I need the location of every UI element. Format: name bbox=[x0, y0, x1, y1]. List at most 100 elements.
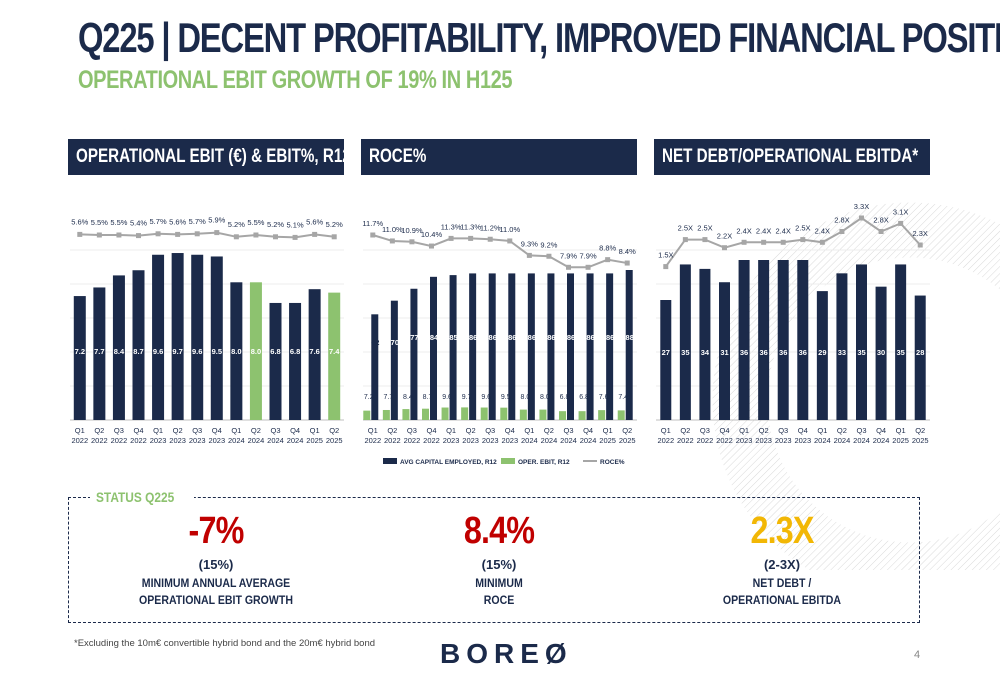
chart-3-title: NET DEBT/OPERATIONAL EBITDA* bbox=[654, 139, 930, 175]
netdebt-x-tick-year: 2024 bbox=[834, 436, 851, 445]
capital-employed-bar bbox=[567, 273, 574, 420]
oper-ebit-label: 6.8 bbox=[579, 394, 589, 401]
ebit-margin-point-label: 5.6% bbox=[71, 217, 88, 226]
oper-ebit-bar bbox=[519, 409, 527, 420]
net-debt-bar bbox=[719, 282, 730, 420]
status-label: STATUS Q225 bbox=[90, 489, 195, 505]
net-debt-label: 31 bbox=[720, 348, 728, 357]
capital-employed-bar bbox=[410, 288, 418, 420]
ebit-x-tick-quarter: Q3 bbox=[270, 426, 280, 435]
oper-ebit-bar bbox=[559, 411, 566, 420]
ebit-bar bbox=[308, 289, 321, 420]
roce-x-tick-quarter: Q1 bbox=[368, 426, 378, 435]
oper-ebit-label: 7.6 bbox=[599, 394, 609, 401]
roce-x-tick-quarter: Q3 bbox=[485, 426, 495, 435]
leverage-point bbox=[878, 229, 884, 234]
capital-employed-bar bbox=[547, 273, 555, 420]
oper-ebit-bar bbox=[461, 407, 469, 420]
net-debt-bar bbox=[875, 286, 887, 420]
net-debt-bar bbox=[777, 260, 789, 420]
ebit-margin-point-label: 5.2% bbox=[326, 220, 343, 229]
ebit-margin-point-label: 5.7% bbox=[150, 217, 167, 226]
ebit-bar-label: 8.0 bbox=[231, 347, 241, 356]
ebit-x-tick-year: 2023 bbox=[169, 436, 186, 445]
ebit-x-tick-year: 2025 bbox=[306, 436, 323, 445]
capital-employed-bar bbox=[527, 273, 535, 420]
roce-point bbox=[605, 257, 611, 263]
oper-ebit-label: 6.8 bbox=[560, 394, 570, 401]
roce-x-tick-year: 2022 bbox=[384, 436, 401, 445]
page-title: Q225 | DECENT PROFITABILITY, IMPROVED FI… bbox=[78, 14, 1000, 61]
oper-ebit-label: 9.7 bbox=[462, 394, 472, 401]
roce-x-tick-quarter: Q1 bbox=[603, 426, 613, 435]
ebit-bar bbox=[230, 282, 243, 420]
capital-employed-label: 86 bbox=[586, 333, 594, 342]
oper-ebit-label: 7.2 bbox=[364, 394, 374, 401]
ebit-margin-point-label: 5.2% bbox=[267, 220, 284, 229]
netdebt-x-tick-year: 2023 bbox=[775, 436, 792, 445]
net-debt-bar bbox=[738, 260, 750, 420]
oper-ebit-bar bbox=[441, 407, 449, 420]
kpi-ebit-growth-desc-1: MINIMUM ANNUAL AVERAGE bbox=[141, 576, 291, 590]
kpi-net-debt-desc-1: NET DEBT / bbox=[752, 576, 812, 590]
ebit-x-tick-year: 2024 bbox=[287, 436, 304, 445]
roce-x-tick-year: 2025 bbox=[619, 436, 636, 445]
oper-ebit-label: 8.7 bbox=[423, 394, 433, 401]
ebit-margin-line bbox=[79, 231, 335, 239]
leverage-point bbox=[663, 264, 669, 270]
net-debt-label: 36 bbox=[779, 348, 787, 357]
footnote: *Excluding the 10m€ convertible hybrid b… bbox=[74, 638, 376, 649]
roce-point bbox=[507, 238, 513, 244]
roce-point-label: 10.4% bbox=[421, 230, 443, 239]
roce-x-tick-year: 2024 bbox=[560, 436, 577, 445]
net-debt-bar bbox=[836, 273, 848, 420]
roce-x-tick-quarter: Q4 bbox=[505, 426, 515, 435]
netdebt-x-tick-quarter: Q2 bbox=[680, 426, 690, 435]
ebit-x-tick-quarter: Q2 bbox=[329, 426, 339, 435]
roce-x-tick-quarter: Q1 bbox=[524, 426, 534, 435]
ebit-margin-point-label: 5.7% bbox=[189, 217, 206, 226]
legend-label: ROCE% bbox=[600, 459, 625, 466]
kpi-ebit-growth-target: (15%) bbox=[198, 557, 234, 572]
legend-label: OPER. EBIT, R12 bbox=[518, 459, 570, 466]
ebit-bar bbox=[152, 254, 165, 420]
roce-x-tick-year: 2022 bbox=[364, 436, 381, 445]
net-debt-label: 35 bbox=[896, 348, 904, 357]
ebit-bar bbox=[210, 256, 223, 420]
kpi-ebit-growth-desc-2: OPERATIONAL EBIT GROWTH bbox=[139, 593, 293, 607]
ebit-bar-label: 8.4 bbox=[114, 347, 125, 356]
capital-employed-bar bbox=[508, 273, 516, 420]
roce-x-tick-year: 2022 bbox=[404, 436, 421, 445]
ebit-x-tick-quarter: Q1 bbox=[153, 426, 163, 435]
roce-point bbox=[468, 235, 474, 241]
boreo-logo: BOREØ bbox=[440, 638, 573, 669]
kpi-ebit-growth-value: -7% bbox=[188, 510, 245, 552]
roce-x-tick-quarter: Q2 bbox=[622, 426, 632, 435]
capital-employed-bar bbox=[371, 314, 379, 420]
ebit-margin-point bbox=[136, 233, 141, 239]
net-debt-chart: Q12022Q22022Q32022Q42022Q12023Q22023Q320… bbox=[656, 202, 930, 445]
net-debt-bar bbox=[699, 268, 711, 420]
ebit-margin-point bbox=[194, 231, 200, 237]
capital-employed-bar bbox=[606, 273, 614, 420]
roce-x-tick-quarter: Q1 bbox=[446, 426, 456, 435]
roce-x-tick-year: 2024 bbox=[580, 436, 597, 445]
leverage-point bbox=[917, 242, 923, 248]
ebit-margin-point-label: 5.5% bbox=[110, 218, 127, 227]
capital-employed-label: 62 bbox=[371, 338, 379, 347]
roce-point-label: 9.2% bbox=[540, 240, 557, 249]
ebit-x-tick-year: 2022 bbox=[71, 436, 88, 445]
oper-ebit-label: 8.0 bbox=[520, 394, 530, 401]
ebit-margin-point-label: 5.5% bbox=[247, 218, 264, 227]
roce-point-label: 11.0% bbox=[499, 225, 520, 234]
leverage-point bbox=[898, 220, 904, 226]
netdebt-x-tick-year: 2025 bbox=[912, 436, 929, 445]
ebit-x-tick-quarter: Q4 bbox=[290, 426, 300, 435]
oper-ebit-label: 9.6 bbox=[481, 394, 491, 401]
ebit-margin-point bbox=[214, 230, 220, 236]
roce-point bbox=[429, 243, 434, 249]
oper-ebit-bar bbox=[500, 407, 508, 420]
oper-ebit-label: 9.6 bbox=[442, 394, 452, 401]
netdebt-x-tick-quarter: Q2 bbox=[759, 426, 769, 435]
ebit-bar bbox=[73, 296, 86, 420]
